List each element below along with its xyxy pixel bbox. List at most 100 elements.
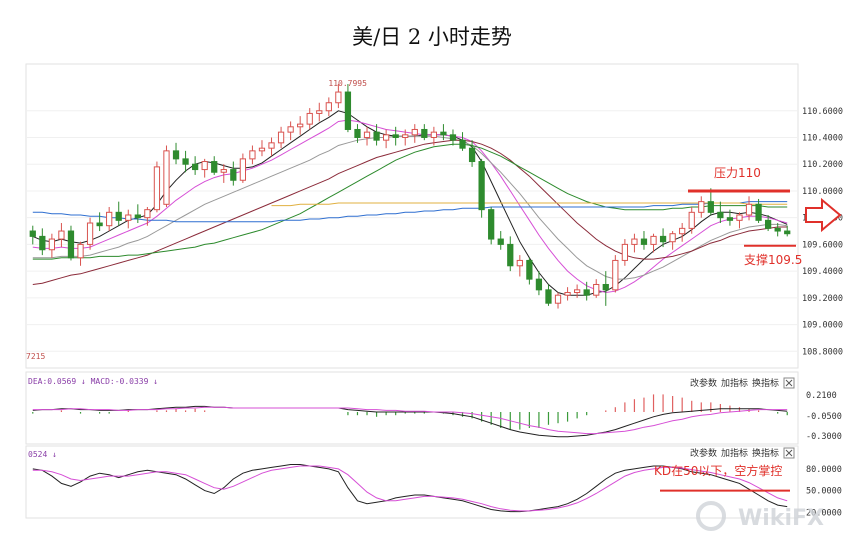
kd-add-indicator-button[interactable]: 加指标 [721,447,748,459]
candle [392,126,399,146]
candle [287,121,294,141]
candle-body [86,222,94,245]
candle [220,164,227,183]
kd-switch-indicator-button[interactable]: 换指标 [752,447,779,459]
macd-header: DEA:0.0569 ↓ MACD:-0.0339 ↓ [28,377,158,386]
y-tick-label: 108.8000 [802,347,843,357]
candle [106,206,113,232]
candle-body [659,235,667,243]
macd-params-button[interactable]: 改参数 [690,377,717,389]
candle-body [277,131,285,144]
candle-body [669,233,676,243]
candle-body [545,289,552,304]
candle-body [440,131,447,136]
candle-body [631,238,638,245]
candle [621,239,629,266]
candle [726,209,734,226]
kd-params-button[interactable]: 改参数 [690,447,717,459]
candle-body [755,203,762,221]
candle-body [612,259,619,291]
candle [573,284,581,298]
candle-body [354,128,361,138]
moving-average-lines [32,110,788,296]
candle-body [106,211,113,227]
candle [335,84,342,109]
candle [48,233,56,258]
candle [86,217,94,250]
y-tick-label: 109.6000 [802,240,843,250]
candle-body [297,123,304,128]
kd-tick-label: 50.0000 [806,487,842,497]
kd-tick-label: 20.0000 [806,508,842,518]
candle [659,228,667,248]
candle-body [516,259,523,267]
candle [535,271,543,296]
candle [144,206,151,226]
candle [698,196,705,218]
macd-controls: 改参数 加指标 换指标 [690,377,795,389]
candle [755,198,762,224]
candle [564,287,571,301]
candle [201,158,208,178]
candle [516,255,523,277]
candle [612,255,619,293]
candle [774,223,781,237]
candle [96,212,103,232]
candle-body [583,289,590,296]
y-tick-label: 109.4000 [802,267,843,277]
candle-body [784,230,791,235]
candle-body [593,283,600,296]
macd-switch-indicator-button[interactable]: 换指标 [752,377,779,389]
close-icon [785,379,793,387]
macd-panel [25,371,799,445]
candle-body [736,214,743,221]
candle-body [201,161,208,171]
candle-body [774,227,781,232]
candle [316,102,323,122]
candle [583,281,590,301]
candle-body [96,222,103,227]
close-icon [785,449,793,457]
candle [239,153,247,183]
candle [29,225,36,245]
candle-body [650,235,657,245]
candle [421,124,428,141]
macd-axis: 0.2100 -0.0500 -0.3000 [806,391,842,442]
candle [382,129,390,149]
macd-add-indicator-button[interactable]: 加指标 [721,377,748,389]
candle-body [239,158,247,181]
macd-lines [32,405,788,438]
candle-body [335,91,342,104]
macd-histogram [32,394,788,430]
candle [430,126,438,146]
candle [230,161,237,186]
candle-body [29,230,36,237]
candle [182,150,189,173]
candle [545,284,552,306]
price-corner-label: 7215 [26,352,45,361]
candle-body [526,259,533,280]
moving-average-line [32,201,788,223]
candle-body [144,209,151,219]
candle [459,132,466,151]
candle-body [344,91,352,130]
candle [478,158,485,218]
candle-body [363,131,371,138]
candle [784,225,791,237]
candle-body [67,230,75,259]
dea-line [32,406,788,435]
candle-body [316,110,323,114]
candle [764,215,772,232]
candle [688,206,695,234]
candlesticks [29,84,791,309]
support-label: 支撑109.5 [744,252,802,267]
candle-body [382,134,390,141]
y-tick-label: 110.6000 [802,107,843,117]
candle [344,84,352,133]
kd-annotations: KD在50以下，空方掌控 [654,463,790,492]
candle [593,279,600,298]
kd-controls: 改参数 加指标 换指标 [690,447,795,459]
kd-axis: 80.0000 50.0000 20.0000 [806,465,842,519]
candle-body [564,292,571,296]
candle-body [478,161,485,211]
